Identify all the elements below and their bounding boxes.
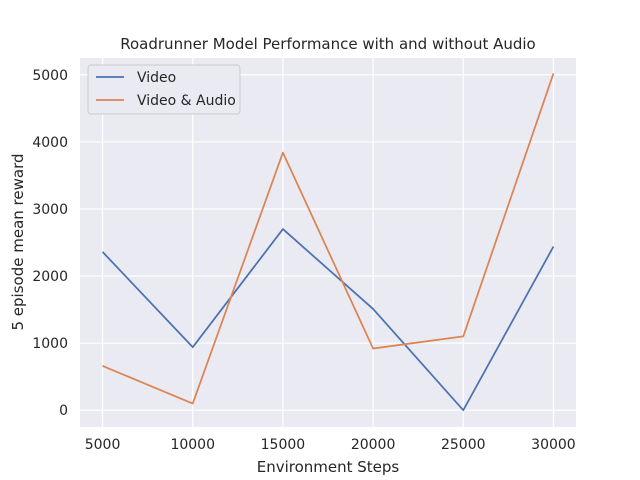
x-axis-title: Environment Steps <box>257 458 400 476</box>
y-tick-labels: 0 1000 2000 3000 4000 5000 <box>32 68 68 419</box>
series-lines <box>101 73 555 412</box>
x-tick-label: 5000 <box>85 437 121 453</box>
y-axis-title: 5 episode mean reward <box>9 154 27 331</box>
x-tick-label: 10000 <box>170 437 215 453</box>
y-tick-label: 3000 <box>32 202 68 218</box>
x-tick-label: 15000 <box>261 437 306 453</box>
grid-lines <box>80 58 576 427</box>
chart-title: Roadrunner Model Performance with and wi… <box>120 35 536 53</box>
legend-label: Video <box>137 70 176 86</box>
legend: Video Video & Audio <box>87 64 241 115</box>
legend-label: Video & Audio <box>137 93 236 109</box>
x-tick-labels: 5000 10000 15000 20000 25000 30000 <box>85 437 576 453</box>
x-tick-label: 20000 <box>351 437 396 453</box>
y-tick-label: 4000 <box>32 135 68 151</box>
series-line-1 <box>102 73 555 405</box>
legend-box <box>87 64 241 115</box>
y-tick-label: 2000 <box>32 269 68 285</box>
y-tick-label: 0 <box>59 403 68 419</box>
y-tick-label: 5000 <box>32 68 68 84</box>
y-tick-label: 1000 <box>32 336 68 352</box>
x-tick-label: 30000 <box>531 437 576 453</box>
x-tick-label: 25000 <box>441 437 486 453</box>
plot-background <box>80 58 576 427</box>
series-line-0 <box>101 228 555 412</box>
